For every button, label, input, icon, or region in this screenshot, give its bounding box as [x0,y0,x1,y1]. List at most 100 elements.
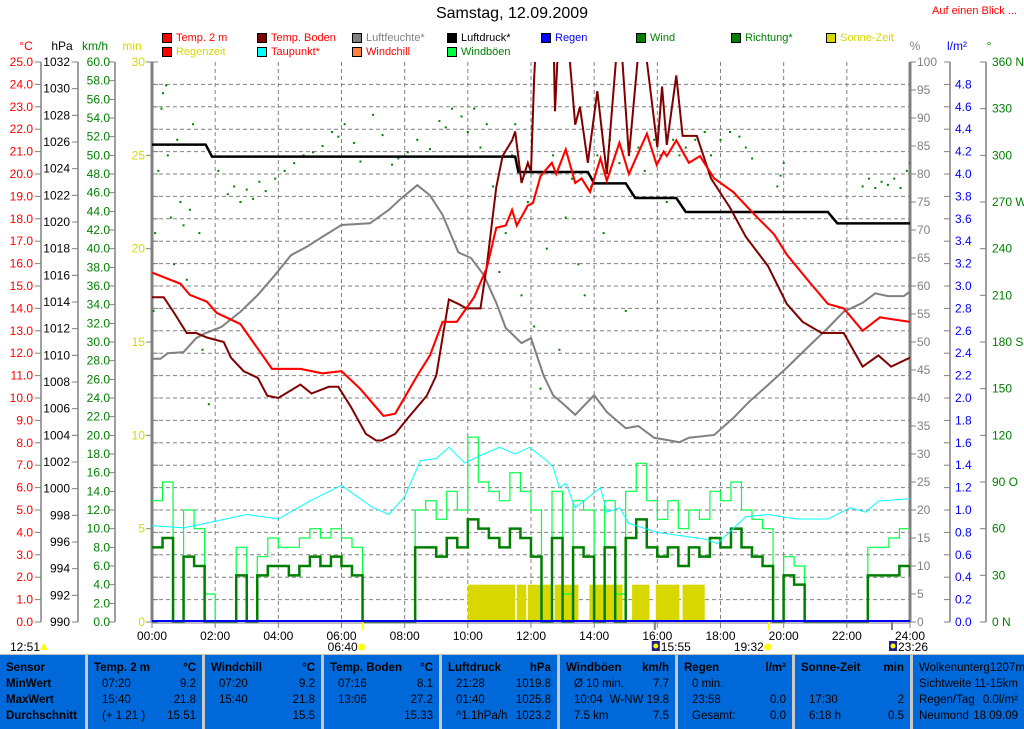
wind-tick-label: 6.0 [93,559,110,573]
humidity-tick-label: 25 [917,475,931,489]
wind-tick-label: 12.0 [87,503,111,517]
temp-tick-label: 13.0 [10,324,34,338]
cell-label: Temp. 2 m [94,662,151,674]
cell-value: 15.5 [292,710,315,722]
wind-unit-label: km/h [82,39,108,53]
direction-dot [643,169,646,172]
legend-item: Temp. Boden [257,32,336,44]
wind-tick-label: 52.0 [87,130,111,144]
table-row: MaxWert [6,694,79,710]
pressure-tick-label: 1010 [43,348,70,362]
cell-value: 0.0 [770,694,786,706]
cell-value: 15.33 [404,710,433,722]
direction-dot [179,201,182,203]
temp-tick-label: 7.0 [16,458,33,472]
wind-line [152,518,910,623]
cell-label: 07:20 [102,678,131,690]
legend-item: Windböen [447,46,511,58]
direction-dot [874,187,877,189]
humidity-tick-label: 50 [917,335,931,349]
table-row: 15.33 [330,710,433,726]
temp-tick-label: 1.0 [16,593,33,607]
rain-tick-label: 3.4 [955,234,972,248]
pressure-tick-label: 1018 [43,242,70,256]
direction-dot [618,162,621,165]
direction-dot [577,263,580,266]
cell-value: 1019.8 [515,678,551,690]
table-column: Windchill °C 07:20 9.2 15:40 21.8 15.5 [205,655,324,729]
legend-swatch [541,33,551,43]
table-row: Temp. Boden °C [330,662,433,678]
wind-tick-label: 58.0 [87,74,111,88]
table-row: 07:16 8.1 [330,678,433,694]
pressure-tick-label: 1008 [43,375,70,389]
humidity-tick-label: 60 [917,279,931,293]
legend-swatch [731,33,741,43]
direction-dot [545,247,548,250]
cell-label: MaxWert [6,694,54,706]
direction-dot [302,154,305,157]
direction-dot [258,180,261,183]
cell-label: Wolkenunterg [919,662,990,674]
cell-value: 9.2 [299,678,315,690]
direction-dot [694,138,697,141]
table-row: 07:20 9.2 [94,678,196,694]
direction-dot [264,190,267,193]
direction-dot [337,135,340,138]
wind-tick-label: 44.0 [87,204,111,218]
direction-dot [198,232,201,235]
wind-tick-label: 60.0 [87,55,111,69]
table-column: Sonne-Zeit min 17:30 2 6:18 h 0.5 [795,655,913,729]
glance-link[interactable]: Auf einen Blick ... [932,5,1017,17]
direction-dot [511,154,514,157]
wind-tick-label: 42.0 [87,223,111,237]
cell-label: 15:40 [219,694,248,706]
direction-dot [571,177,574,180]
pressure-tick-label: 1000 [43,482,70,496]
direction-dot [905,169,908,172]
table-row: 0 min. [684,678,786,694]
cell-value: 0.5 [888,710,904,722]
direction-dot [165,84,168,87]
pressure-tick-label: 998 [50,508,70,522]
cell-value: W-NW 19.8 [609,694,669,706]
wind-tick-label: 28.0 [87,354,111,368]
pressure-tick-label: 1012 [43,322,70,336]
direction-dot [252,197,255,200]
humidity-tick-label: 85 [917,139,931,153]
cell-label: Neumond [919,710,969,722]
humidity-tick-label: 90 [917,111,931,125]
cell-label: Sichtweite [919,678,972,690]
direction-dot [479,146,482,149]
cell-label: (+ 1.21 ) [102,710,146,722]
x-tick-label: 04:00 [263,629,293,643]
legend-swatch [162,47,172,57]
direction-dot [169,216,172,219]
x-tick-label: 00:00 [137,629,167,643]
rain-tick-label: 1.0 [955,503,972,517]
table-column: Temp. 2 m °C 07:20 9.2 15:40 21.8 (+ 1.21 ) 15.… [88,655,205,729]
pressure-tick-label: 996 [50,535,70,549]
sunrise-time: 06:40 [328,640,358,654]
rain-tick-label: 4.0 [955,167,972,181]
cell-label: Ø 10 min. [574,678,624,690]
direction-tick-label: 300 [992,148,1012,162]
legend-label: Richtung* [745,32,793,44]
humidity-unit-label: % [910,39,921,53]
table-row: Sonne-Zeit min [801,662,904,678]
pressure-tick-label: 1014 [43,295,70,309]
table-row: Wolkenunterg 1207m [919,662,1024,678]
direction-dot [637,146,640,149]
cell-label: 17:30 [809,694,838,706]
table-column: Luftdruck hPa 21:28 1019.8 01:40 1025.8 ^1.1hP… [442,655,560,729]
x-tick-label: 18:00 [705,629,735,643]
direction-dot [886,183,889,186]
direction-dot [899,187,902,189]
legend-item: Windchill [352,46,410,58]
table-row: 15.5 [211,710,315,726]
x-axis: 00:00 02:00 04:00 06:00 08:00 10:00 12:00 14:00… [10,622,928,654]
cell-value: 7.5 [653,710,669,722]
temp-tick-label: 23.0 [10,100,34,114]
direction-dot [779,174,782,177]
pressure-tick-label: 1026 [43,135,70,149]
